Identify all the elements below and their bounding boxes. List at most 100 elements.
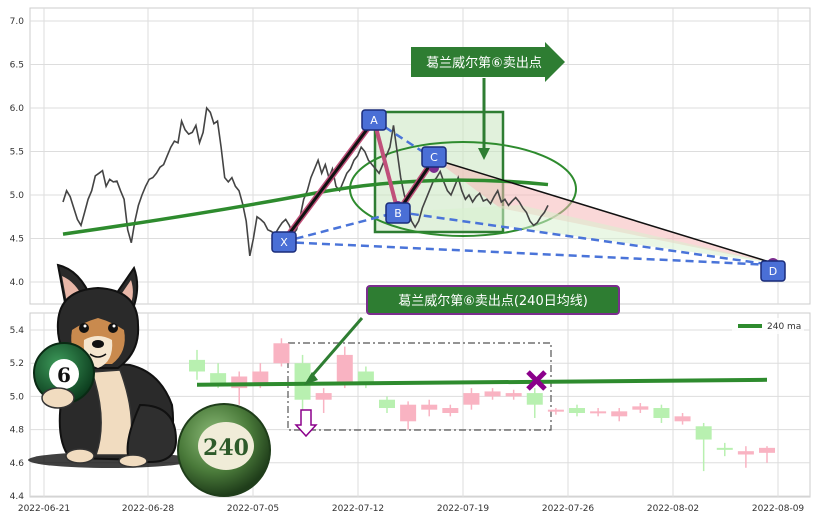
candle-body (611, 411, 628, 417)
point-b-label: B (394, 207, 402, 220)
callout-bottom-box (366, 285, 620, 315)
candle-body (484, 391, 501, 397)
candle-body (252, 371, 269, 384)
candle-body (759, 447, 775, 453)
x-tick-label: 2022-07-19 (437, 504, 490, 514)
candle (484, 388, 501, 400)
candle (611, 408, 628, 422)
candle-body (463, 393, 480, 405)
ma-line-top (62, 178, 549, 236)
dog-nose (92, 340, 104, 348)
dog-eye-right (108, 323, 118, 333)
top-y-tick-label: 5.5 (10, 148, 24, 158)
candle-body (315, 393, 332, 400)
candle-body (379, 399, 395, 409)
candle (189, 349, 205, 380)
top-y-axis: 7.0 6.5 6.0 5.5 5.0 4.5 4.0 (10, 17, 25, 288)
candle-body (210, 373, 227, 384)
candle (505, 389, 522, 400)
point-d-marker: D (760, 258, 786, 282)
ball-240-disc (198, 422, 254, 470)
dog-eye-right-shine (112, 324, 116, 328)
candle (273, 338, 290, 367)
x-tick-label: 2022-08-02 (647, 504, 699, 514)
candle (547, 408, 564, 415)
bottom-y-tick-label: 5.2 (10, 359, 24, 369)
x-tick-label: 2022-07-05 (227, 504, 279, 514)
candle-body (716, 447, 733, 450)
candle (463, 388, 480, 410)
candle (737, 446, 754, 468)
callout-bottom-pointer-head (304, 372, 318, 385)
sell-point-marker (526, 370, 547, 391)
dog-eye-left (79, 323, 89, 333)
candle (653, 404, 670, 423)
top-panel: 7.0 6.5 6.0 5.5 5.0 4.5 4.0 葛兰威尔第⑥卖出点 (10, 7, 811, 305)
ball-six: 6 (33, 342, 95, 404)
candle-body (231, 376, 248, 389)
ma-line-bottom (196, 377, 768, 387)
x-tick-label: 2022-06-28 (122, 504, 175, 514)
dog-paw-on-ball (41, 387, 75, 409)
dog-paw-right (118, 454, 148, 468)
candle-body (632, 406, 649, 410)
legend-label: 240 ma (767, 322, 801, 332)
candle-body (526, 393, 543, 405)
top-y-tick-label: 6.5 (10, 61, 24, 71)
callout-bottom-text: 葛兰威尔第⑥卖出点(240日均线) (398, 294, 588, 309)
top-y-tick-label: 5.0 (10, 191, 25, 201)
candle (716, 442, 733, 457)
candle (569, 404, 585, 417)
ab-leg (372, 119, 400, 213)
callout-bottom: 葛兰威尔第⑥卖出点(240日均线) (366, 285, 620, 315)
point-x-label: X (280, 236, 288, 249)
candle (590, 408, 607, 417)
candle-body (294, 363, 311, 400)
candle (379, 396, 395, 413)
dog-paw-left (65, 448, 95, 464)
candle-body (273, 343, 290, 364)
candle-body (442, 408, 459, 413)
x-axis: 2022-06-21 2022-06-28 2022-07-05 2022-07-12… (18, 504, 805, 514)
bottom-y-tick-label: 5.0 (10, 392, 25, 402)
candle (400, 401, 417, 430)
candle-body (695, 426, 712, 440)
callout-top: 葛兰威尔第⑥卖出点 (411, 42, 565, 82)
candle-body (400, 404, 417, 422)
x-tick-label: 2022-08-09 (752, 504, 805, 514)
candle (231, 371, 248, 405)
legend-box (732, 318, 804, 334)
xd-dashed-line (282, 240, 774, 267)
callout-top-text: 葛兰威尔第⑥卖出点 (426, 56, 542, 71)
bottom-y-tick-label: 4.6 (10, 459, 25, 469)
xa-leg (281, 119, 376, 243)
candle (421, 399, 438, 417)
candle (759, 446, 775, 463)
callout-top-box (411, 42, 565, 82)
dog-eye-left-shine (83, 324, 87, 328)
bottom-y-tick-label: 4.4 (10, 492, 25, 502)
point-x-marker: X (271, 231, 297, 253)
mascot-illustration: 6 240 (28, 263, 271, 497)
point-a-label: A (370, 114, 378, 127)
candle (526, 388, 543, 418)
callout-bottom-pointer (308, 317, 364, 379)
x-tick-label: 2022-07-26 (542, 504, 595, 514)
candle (695, 422, 712, 472)
candle-body (569, 408, 585, 413)
ball-240: 240 (177, 403, 271, 497)
candle-body (505, 393, 522, 397)
candles (189, 338, 775, 472)
dog-hind-leg (126, 403, 178, 463)
candle-body (674, 416, 691, 422)
point-a-marker: A (361, 109, 387, 131)
bd-leg-fill (398, 205, 773, 263)
sell-down-arrow (294, 409, 318, 438)
candle (674, 413, 691, 425)
candle-body (357, 371, 374, 384)
cd-leg (433, 158, 774, 264)
point-c-label: C (430, 151, 438, 164)
candle (315, 388, 332, 413)
pattern-dash-box (287, 342, 552, 431)
